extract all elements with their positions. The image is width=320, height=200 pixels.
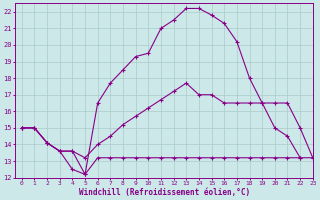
X-axis label: Windchill (Refroidissement éolien,°C): Windchill (Refroidissement éolien,°C) xyxy=(78,188,250,197)
